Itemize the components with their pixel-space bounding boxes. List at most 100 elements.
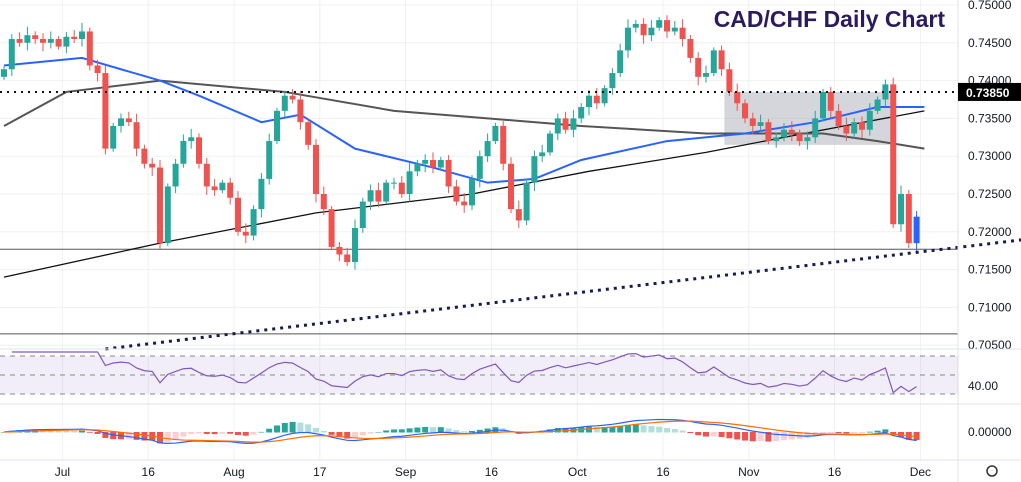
candle [859, 116, 865, 139]
macd-histogram-bar [656, 426, 663, 433]
candle-body [586, 95, 592, 108]
candle-body [593, 95, 600, 104]
macd-histogram-bar [227, 432, 234, 434]
candle-body [562, 118, 569, 130]
macd-histogram-bar [749, 432, 756, 442]
candle-body [118, 118, 124, 126]
macd-histogram-bar [297, 422, 304, 433]
macd-histogram-bar [328, 432, 335, 435]
candle [118, 113, 124, 133]
candle-body [531, 156, 538, 183]
macd-histogram-bar [476, 429, 483, 433]
candle-body [219, 182, 226, 191]
candle [625, 19, 631, 58]
candle [601, 85, 608, 107]
candle [24, 26, 31, 51]
candle [843, 117, 850, 142]
candle [695, 52, 702, 86]
candle-body [227, 182, 234, 198]
macd-histogram-bar [414, 427, 421, 433]
candle [313, 139, 319, 203]
candle-body [305, 122, 312, 145]
candle-body [570, 118, 577, 130]
macd-histogram-bar [874, 430, 881, 433]
candle [40, 33, 46, 52]
x-tick-label: Nov [738, 465, 759, 479]
settings-icon[interactable] [986, 465, 998, 477]
candle-body [492, 125, 499, 142]
macd-histogram-bar [679, 430, 686, 433]
x-tick-label: 16 [485, 465, 499, 479]
candle-body [453, 186, 460, 202]
macd-histogram-bar [1, 432, 7, 433]
candle-body [63, 36, 70, 47]
candle-body [250, 209, 257, 236]
candle-body [461, 201, 468, 206]
candle [414, 159, 421, 177]
candle [765, 119, 772, 145]
macd-histogram-bar [617, 425, 624, 433]
candle [242, 223, 249, 244]
macd-histogram-bar [398, 429, 405, 433]
candle [258, 173, 265, 218]
macd-histogram-bar [765, 432, 772, 442]
macd-histogram-bar [133, 432, 140, 440]
candle [391, 177, 397, 190]
candle-body [211, 186, 218, 191]
candle-body [710, 50, 717, 74]
macd-histogram-bar [632, 424, 639, 433]
y-tick-label: 0.73000 [968, 149, 1012, 163]
candle [430, 152, 436, 174]
candle-body [851, 122, 858, 134]
candle-body [898, 194, 904, 225]
candle-body [765, 122, 772, 142]
candle-body [422, 159, 429, 164]
macd-histogram-bar [422, 426, 429, 433]
macd-histogram-bar [718, 432, 725, 438]
macd-histogram-bar [437, 427, 444, 433]
candle [492, 122, 499, 145]
macd-histogram-bar [648, 426, 655, 433]
candle-body [235, 197, 241, 232]
candle-body [469, 178, 475, 206]
candle [632, 19, 639, 33]
candle-body [757, 122, 764, 126]
candle [235, 191, 241, 236]
candle-body [157, 167, 163, 244]
candle-body [16, 39, 23, 43]
macd-histogram-bar [804, 432, 811, 439]
macd-histogram-bar [63, 430, 70, 433]
macd-histogram-bar [391, 429, 397, 433]
candle [742, 99, 748, 124]
price-label: 0.73850 [966, 86, 1010, 100]
candle-body [866, 110, 873, 130]
candle-body [773, 137, 780, 142]
macd-histogram-bar [281, 422, 288, 433]
candle-body [820, 91, 826, 119]
macd-histogram-bar [94, 432, 101, 434]
candle-body [500, 125, 507, 164]
macd-histogram-bar [742, 432, 748, 441]
candle [141, 144, 148, 169]
candle-body [578, 107, 585, 119]
candle [781, 123, 787, 142]
candle [180, 134, 187, 168]
candle [406, 162, 413, 202]
candle [266, 133, 273, 185]
candle [500, 121, 507, 171]
candle [157, 159, 163, 249]
candle-body [656, 20, 663, 28]
candle [874, 96, 881, 114]
candle [398, 176, 405, 198]
candle-body [547, 133, 553, 153]
macd-histogram-bar [188, 432, 195, 435]
macd-histogram-bar [320, 430, 327, 433]
candle [55, 35, 62, 50]
candle-body [664, 20, 670, 32]
candle-body [313, 144, 319, 194]
macd-histogram-bar [726, 432, 733, 439]
macd-histogram-bar [219, 432, 226, 434]
macd-histogram-bar [866, 431, 873, 433]
